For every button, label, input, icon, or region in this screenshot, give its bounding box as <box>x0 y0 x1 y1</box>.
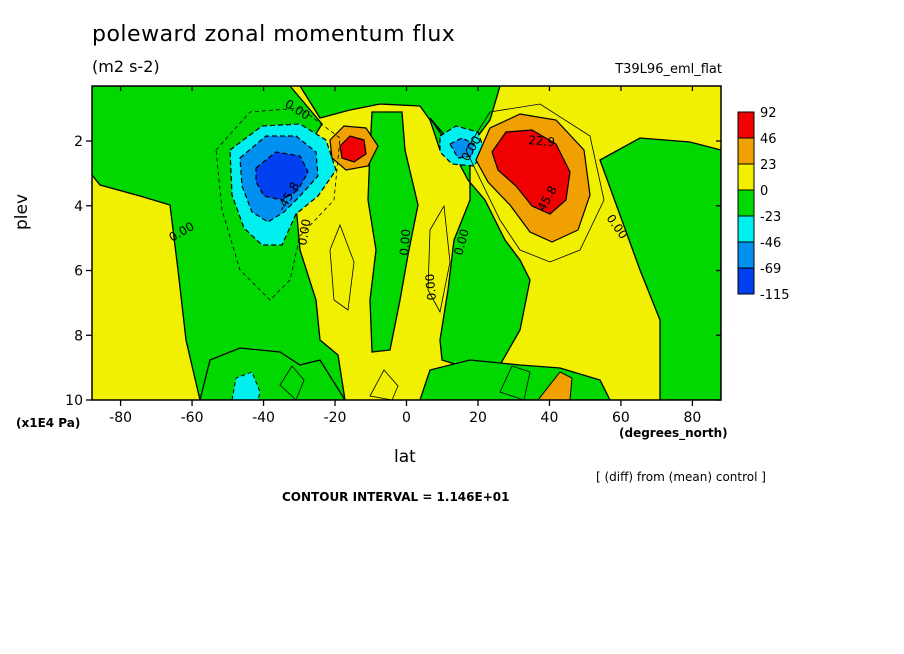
green-region-center <box>367 111 419 353</box>
contour-label: 22.9 <box>528 133 556 149</box>
colorbar-label: 0 <box>760 184 768 199</box>
colorbar-label: -23 <box>760 210 781 225</box>
colorbar-label: -46 <box>760 236 781 251</box>
y-tick-label: 2 <box>74 134 83 150</box>
thin-contour <box>465 103 605 263</box>
colorbar-label: -69 <box>760 262 781 277</box>
contour-label: 0.00 <box>295 218 313 247</box>
thin-contour <box>215 107 341 301</box>
green-region-nh-high <box>599 137 721 400</box>
x-tick-label: 40 <box>541 410 559 426</box>
colorbar-label: -115 <box>760 288 790 303</box>
x-tick-label: -20 <box>324 410 347 426</box>
chart-units: (m2 s-2) <box>92 57 160 76</box>
y-axis: 2 4 6 8 10 <box>65 134 721 409</box>
y-tick-label: 6 <box>74 264 83 280</box>
x-axis: -80 -60 -40 -20 0 20 40 60 80 <box>109 86 701 426</box>
sh-positive-core <box>339 135 367 163</box>
contour-label: 0.00 <box>397 228 413 256</box>
cyan-patch-bottom <box>231 371 261 400</box>
x-tick-label: 80 <box>683 410 701 426</box>
colorbar-swatch <box>737 111 755 139</box>
nh-positive-core <box>491 129 571 215</box>
contour-interval: CONTOUR INTERVAL = 1.146E+01 <box>282 490 510 504</box>
thin-contour <box>329 223 355 311</box>
blue-lobe-core <box>255 151 309 201</box>
x-axis-unit: (degrees_north) <box>619 426 728 440</box>
x-axis-label: lat <box>394 447 416 467</box>
x-tick-label: -60 <box>181 410 204 426</box>
colorbar-label: 92 <box>760 106 777 121</box>
nh-negative-core <box>449 137 475 159</box>
y-tick-label: 10 <box>65 393 83 409</box>
colorbar-swatch <box>737 189 755 217</box>
y-axis-unit: (x1E4 Pa) <box>16 416 81 430</box>
colorbar-swatch <box>737 163 755 191</box>
plot-area <box>92 86 721 400</box>
colorbar: 92 46 23 0 -23 -46 -69 -115 <box>737 106 790 303</box>
colorbar-swatch <box>737 241 755 269</box>
green-region-bottom <box>199 347 611 400</box>
x-tick-label: -40 <box>252 410 275 426</box>
thin-contour <box>427 204 451 314</box>
x-tick-label: 0 <box>402 410 411 426</box>
x-tick-label: 60 <box>612 410 630 426</box>
y-tick-label: 8 <box>74 328 83 344</box>
colorbar-label: 23 <box>760 158 777 173</box>
run-label: T39L96_eml_flat <box>615 62 722 77</box>
y-tick-label: 4 <box>74 199 83 215</box>
diff-note: [ (diff) from (mean) control ] <box>596 470 766 484</box>
thin-contour <box>279 365 531 400</box>
colorbar-swatch <box>737 137 755 165</box>
chart-title: poleward zonal momentum flux <box>92 22 456 47</box>
orange-patch-bottom <box>537 371 573 400</box>
colorbar-swatch <box>737 267 755 295</box>
colorbar-label: 46 <box>760 132 777 147</box>
contour-label: 0.00 <box>451 227 471 256</box>
contour-label: 0.00 <box>423 273 439 301</box>
x-tick-label: -80 <box>109 410 132 426</box>
x-tick-label: 20 <box>469 410 487 426</box>
colorbar-swatch <box>737 215 755 243</box>
